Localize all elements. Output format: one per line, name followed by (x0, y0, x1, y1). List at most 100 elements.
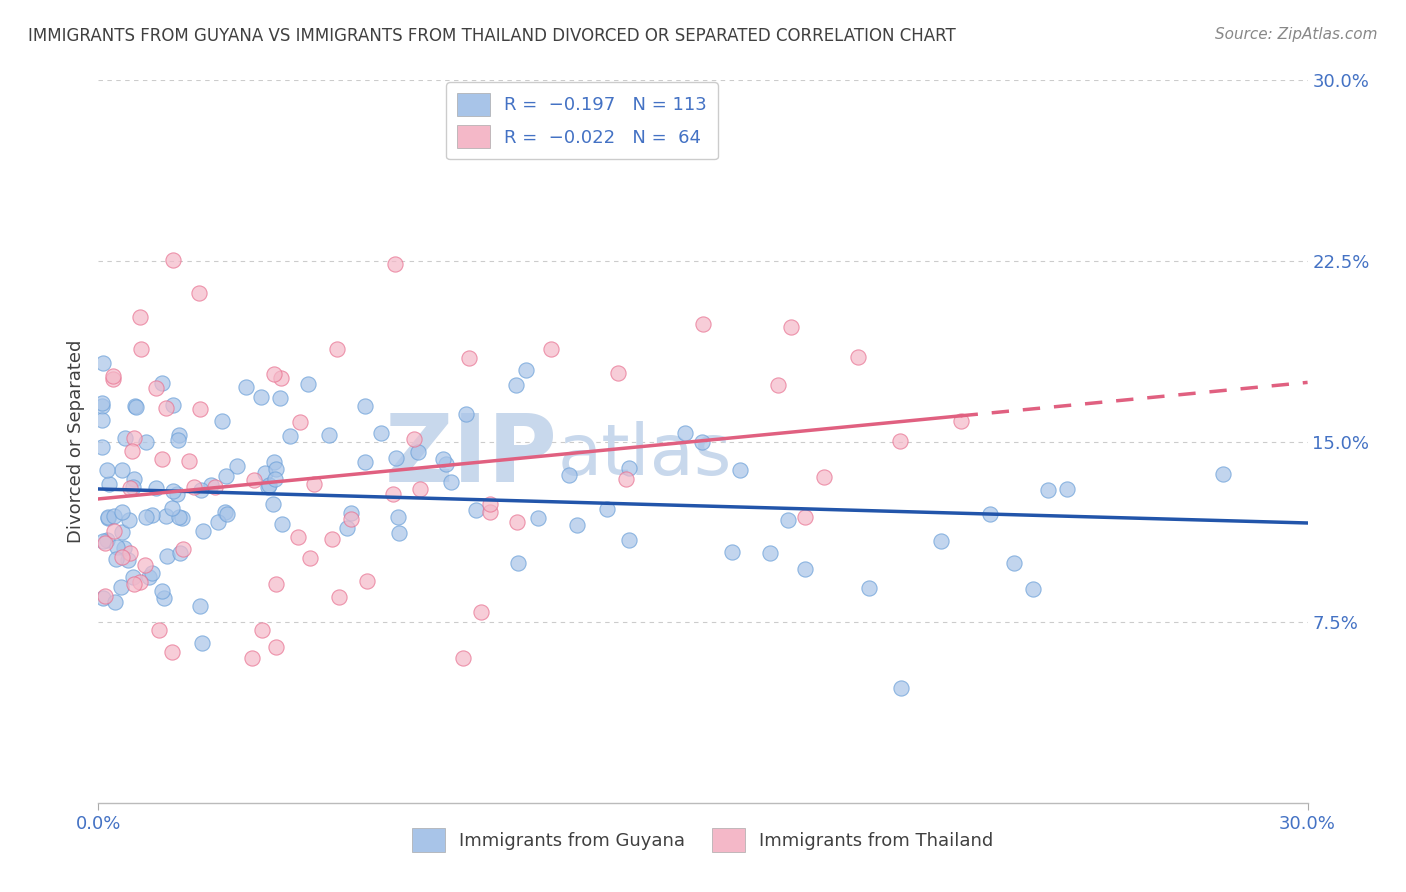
Point (150, 376, 173, 391)
Point (235, 380, 257, 394)
Point (288, 415, 311, 429)
Point (302, 476, 325, 491)
Point (240, 650, 263, 665)
Point (406, 445, 429, 459)
Point (117, 553, 139, 567)
Point (813, 470, 835, 484)
Point (155, 401, 177, 416)
Point (321, 532, 343, 546)
Text: ZIP: ZIP (385, 410, 558, 502)
Point (169, 546, 191, 560)
Point (124, 399, 146, 413)
Point (190, 599, 212, 613)
Point (103, 524, 125, 539)
Point (129, 575, 152, 590)
Point (135, 510, 157, 524)
Point (264, 461, 287, 475)
Point (191, 524, 214, 538)
Point (793, 562, 815, 576)
Point (370, 426, 392, 441)
Point (858, 581, 880, 595)
Point (270, 516, 292, 531)
Point (112, 541, 135, 555)
Point (264, 640, 287, 655)
Point (91, 356, 114, 370)
Point (124, 431, 146, 445)
Point (167, 510, 190, 524)
Point (890, 681, 912, 696)
Point (101, 369, 124, 384)
Point (162, 398, 184, 412)
Point (614, 472, 637, 486)
Point (242, 473, 264, 487)
Point (200, 477, 222, 491)
Point (93, 591, 115, 606)
Point (114, 431, 136, 445)
Point (94, 590, 117, 604)
Point (145, 481, 167, 495)
Point (506, 556, 529, 570)
Point (101, 371, 124, 385)
Point (91, 399, 114, 413)
Point (138, 570, 160, 584)
Point (264, 472, 287, 486)
Point (353, 455, 375, 469)
Point (356, 574, 378, 588)
Point (104, 551, 127, 566)
Point (780, 319, 803, 334)
Point (280, 429, 302, 443)
Point (478, 505, 501, 519)
Point (299, 550, 322, 565)
Point (96, 463, 118, 477)
Point (381, 487, 404, 501)
Point (1002, 556, 1025, 570)
Point (190, 402, 212, 417)
Point (565, 517, 588, 532)
Point (794, 510, 817, 524)
Point (326, 342, 349, 356)
Point (617, 533, 640, 547)
Point (318, 427, 340, 442)
Y-axis label: Divorced or Separated: Divorced or Separated (66, 340, 84, 543)
Point (432, 452, 454, 467)
Point (162, 484, 184, 499)
Point (388, 526, 411, 541)
Point (120, 546, 142, 560)
Legend: Immigrants from Guyana, Immigrants from Thailand: Immigrants from Guyana, Immigrants from … (405, 822, 1001, 859)
Point (152, 584, 174, 599)
Point (91, 412, 114, 426)
Point (596, 501, 619, 516)
Point (540, 343, 562, 357)
Point (91, 534, 114, 549)
Point (402, 432, 425, 446)
Point (141, 566, 163, 580)
Point (1056, 482, 1078, 496)
Point (266, 577, 288, 591)
Point (204, 480, 226, 494)
Point (270, 370, 292, 384)
Point (167, 434, 190, 448)
Point (96, 533, 118, 547)
Point (118, 481, 141, 495)
Point (606, 366, 628, 380)
Text: IMMIGRANTS FROM GUYANA VS IMMIGRANTS FROM THAILAND DIVORCED OR SEPARATED CORRELA: IMMIGRANTS FROM GUYANA VS IMMIGRANTS FRO… (28, 27, 956, 45)
Point (440, 475, 463, 490)
Point (478, 497, 501, 511)
Point (1212, 467, 1234, 482)
Point (188, 286, 211, 301)
Point (207, 515, 229, 529)
Point (110, 505, 132, 519)
Point (191, 636, 214, 650)
Point (458, 351, 481, 365)
Point (134, 558, 156, 573)
Point (160, 645, 183, 659)
Point (728, 463, 751, 477)
Point (121, 444, 143, 458)
Point (104, 594, 127, 608)
Point (155, 508, 177, 523)
Point (125, 400, 148, 414)
Point (385, 450, 408, 465)
Point (122, 570, 145, 584)
Point (111, 525, 134, 540)
Point (558, 467, 581, 482)
